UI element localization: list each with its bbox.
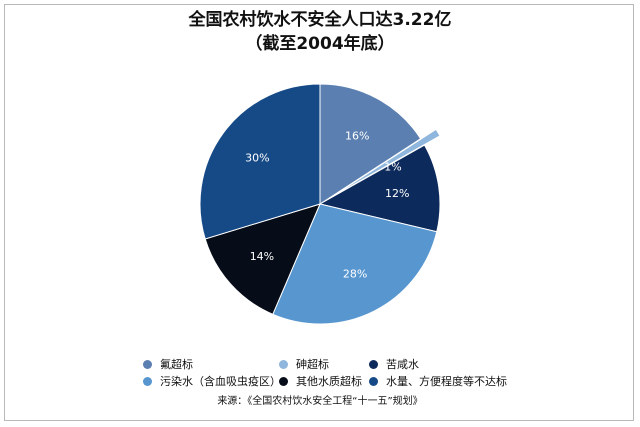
- data-label: 14%: [250, 250, 274, 263]
- pie-slice: [199, 83, 321, 240]
- pie-slice: [318, 144, 441, 233]
- legend-swatch: [143, 377, 152, 386]
- legend-label: 污染水（含血吸虫疫区）: [160, 375, 281, 388]
- data-label: 28%: [343, 268, 367, 281]
- legend-label: 氟超标: [160, 358, 193, 371]
- pie-slice: [331, 128, 441, 198]
- legend-label: 其他水质超标: [296, 375, 362, 388]
- chart-subtitle: （截至2004年底）: [245, 34, 395, 54]
- data-label: 1%: [384, 161, 401, 174]
- pie-slice: [319, 83, 422, 205]
- pie-slice: [272, 203, 438, 325]
- legend-label: 水量、方便程度等不达标: [386, 375, 507, 388]
- legend-item: 苦咸水: [369, 358, 419, 372]
- legend-item: 水量、方便程度等不达标: [369, 375, 507, 389]
- chart-title: 全国农村饮水不安全人口达3.22亿: [188, 10, 452, 30]
- source-note: 来源：《全国农村饮水安全工程“十一五”规划》: [217, 396, 423, 407]
- legend-swatch: [369, 377, 378, 386]
- legend-swatch: [279, 377, 288, 386]
- legend-item: 氟超标: [143, 358, 193, 372]
- data-label: 30%: [245, 152, 269, 165]
- legend-item: 污染水（含血吸虫疫区）: [143, 375, 281, 389]
- data-label: 16%: [345, 129, 369, 142]
- data-label: 12%: [385, 187, 409, 200]
- legend-swatch: [279, 360, 288, 369]
- legend-label: 砷超标: [296, 358, 329, 371]
- legend-item: 其他水质超标: [279, 375, 362, 389]
- legend-swatch: [369, 360, 378, 369]
- pie-slice: [204, 203, 321, 315]
- legend-label: 苦咸水: [386, 358, 419, 371]
- legend-swatch: [143, 360, 152, 369]
- legend-item: 砷超标: [279, 358, 329, 372]
